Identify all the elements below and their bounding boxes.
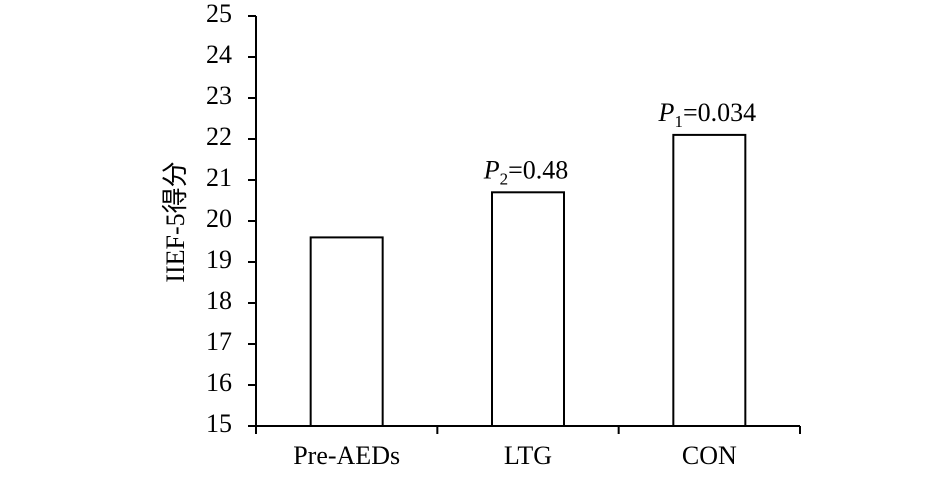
y-tick-label: 17: [206, 327, 232, 356]
p-value-annotation-ltg: P2=0.48: [483, 155, 569, 188]
p-symbol: P: [658, 98, 675, 127]
p-value: =0.034: [683, 98, 756, 127]
y-tick-label: 24: [206, 40, 232, 69]
bar-con: [672, 133, 747, 427]
p-value: =0.48: [508, 155, 568, 184]
y-axis: 15 16 17 18 19 20 21 22 23 24 25: [206, 0, 257, 438]
y-tick-label: 22: [206, 122, 232, 151]
p-value-annotation-con: P1=0.034: [658, 98, 757, 131]
x-axis: Pre-AEDs LTG CON: [255, 425, 801, 470]
x-tick-label: CON: [682, 441, 737, 470]
p-subscript: 1: [674, 112, 683, 131]
y-tick-label: 16: [206, 368, 232, 397]
x-tick-label: Pre-AEDs: [293, 441, 400, 470]
y-tick-label: 19: [206, 245, 232, 274]
y-tick-label: 23: [206, 81, 232, 110]
y-tick-label: 15: [206, 409, 232, 438]
bars: [309, 133, 747, 427]
y-tick-label: 21: [206, 163, 232, 192]
p-symbol: P: [483, 155, 500, 184]
bar-ltg: [491, 191, 565, 427]
y-tick-label: 25: [206, 0, 232, 28]
y-tick-label: 20: [206, 204, 232, 233]
p-subscript: 2: [500, 169, 509, 188]
x-tick-label: LTG: [504, 441, 552, 470]
bar-pre-aeds: [309, 236, 384, 427]
y-tick-label: 18: [206, 286, 232, 315]
y-axis-label: IIEF-5得分: [161, 161, 190, 282]
